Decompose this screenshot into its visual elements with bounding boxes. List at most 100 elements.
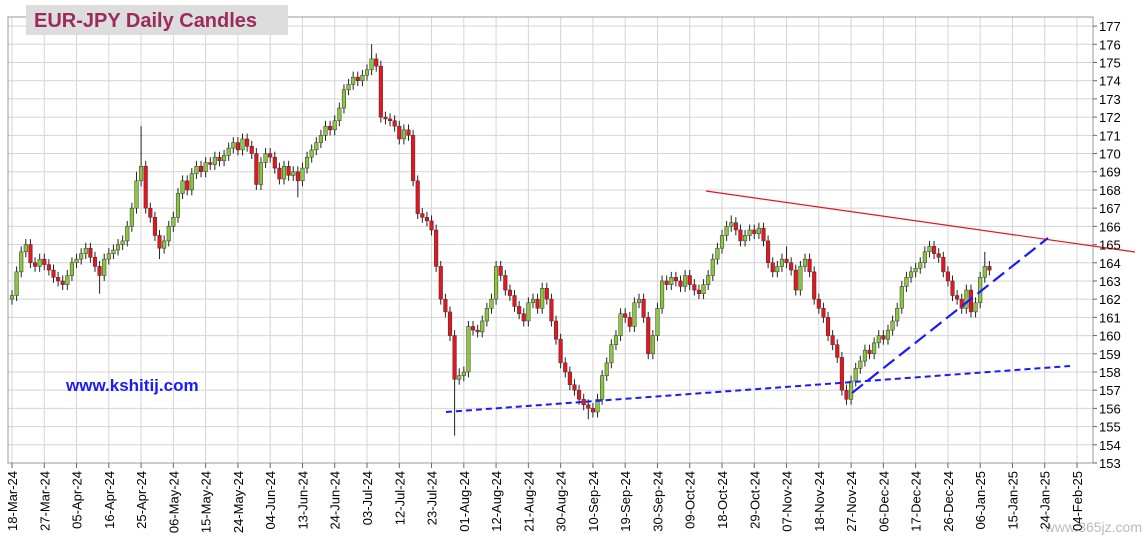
candle-body — [798, 266, 803, 291]
x-tick-label: 19-Sep-24 — [618, 471, 633, 532]
candle-body — [97, 266, 102, 276]
candle-body — [378, 65, 383, 118]
candle-body — [420, 213, 425, 218]
candle-body — [955, 295, 960, 300]
candle-body — [696, 289, 701, 294]
candle-body — [337, 107, 342, 122]
y-tick-label: 158 — [1099, 365, 1121, 380]
candle-body — [761, 227, 766, 242]
x-tick-label: 07-Nov-24 — [780, 471, 795, 532]
candle-body — [355, 76, 360, 81]
x-tick-label: 17-Dec-24 — [909, 471, 924, 532]
candle-body — [9, 295, 15, 300]
candle-body — [83, 247, 88, 254]
candle-body — [111, 249, 116, 254]
candle-body — [443, 298, 448, 313]
candle-body — [664, 280, 669, 285]
candle-body — [258, 162, 264, 185]
x-tick-label: 09-Oct-24 — [683, 471, 698, 529]
candle-body — [521, 313, 526, 322]
candle-body — [374, 58, 379, 67]
y-tick-label: 164 — [1099, 256, 1121, 271]
candle-body — [784, 258, 789, 264]
candle-body — [793, 269, 798, 291]
candle-body — [314, 142, 319, 151]
candle-body — [530, 298, 536, 304]
candle-body — [627, 317, 632, 327]
candle-body — [134, 180, 139, 209]
candle-body — [517, 306, 522, 314]
candle-body — [203, 162, 208, 172]
candle-body — [415, 180, 420, 214]
candle-body — [715, 247, 720, 260]
candle-body — [895, 308, 900, 322]
candle-body — [23, 244, 28, 253]
candle-body — [268, 153, 273, 158]
candle-body — [33, 262, 38, 267]
y-tick-label: 168 — [1099, 183, 1121, 198]
y-tick-label: 167 — [1099, 201, 1121, 216]
candle-body — [600, 375, 605, 400]
candle-body — [222, 155, 227, 162]
candle-body — [360, 75, 365, 81]
candle-body — [300, 167, 305, 182]
candle-body — [738, 229, 743, 242]
candle-body — [595, 399, 600, 413]
candle-body — [470, 326, 476, 331]
candle-body — [434, 229, 439, 267]
candle-body — [719, 235, 725, 249]
y-tick-label: 162 — [1099, 292, 1121, 307]
candle-body — [876, 335, 881, 344]
candle-body — [858, 360, 863, 369]
candle-body — [572, 384, 577, 391]
y-tick-label: 163 — [1099, 274, 1121, 289]
y-tick-label: 160 — [1099, 329, 1121, 344]
x-tick-label: 15-May-24 — [199, 471, 214, 533]
candle-body — [766, 240, 771, 264]
candle-body — [885, 329, 891, 340]
support-line — [445, 365, 1071, 413]
candle-body — [825, 317, 831, 336]
candle-body — [526, 302, 531, 322]
candle-body — [226, 147, 231, 156]
candle-body — [65, 275, 70, 285]
candle-body — [277, 167, 282, 180]
x-tick-label: 16-Apr-24 — [102, 471, 117, 529]
candle-body — [254, 153, 259, 185]
candle-body — [807, 258, 812, 273]
candle-body — [60, 280, 65, 285]
y-tick-label: 176 — [1099, 37, 1121, 52]
candle-body — [461, 371, 466, 376]
candle-body — [208, 162, 213, 165]
x-tick-label: 04-Feb-25 — [1070, 471, 1085, 531]
candle-body — [553, 320, 559, 340]
x-tick-label: 10-Sep-24 — [586, 471, 601, 532]
candle-body — [489, 298, 494, 309]
y-tick-label: 156 — [1099, 401, 1121, 416]
candle-body — [641, 298, 646, 318]
candle-body — [936, 253, 941, 258]
x-tick-label: 12-Aug-24 — [489, 471, 504, 532]
candle-body — [457, 375, 462, 380]
candle-body — [853, 368, 858, 382]
candle-body — [959, 298, 964, 309]
candle-body — [392, 120, 397, 127]
candle-body — [636, 298, 642, 304]
candle-body — [839, 357, 844, 391]
candle-body — [830, 335, 835, 345]
x-tick-label: 18-Mar-24 — [5, 471, 20, 531]
candle-body — [779, 258, 784, 267]
candle-body — [683, 275, 688, 287]
x-tick-label: 18-Oct-24 — [715, 471, 730, 529]
candle-body — [729, 222, 734, 227]
candle-body — [881, 335, 886, 340]
candle-body — [692, 284, 697, 291]
x-tick-label: 12-Jul-24 — [392, 471, 407, 525]
candle-body — [733, 222, 738, 231]
candle-body — [973, 302, 978, 313]
candle-body — [669, 277, 674, 285]
candle-body — [346, 84, 351, 91]
candle-body — [678, 280, 683, 287]
candle-body — [249, 145, 254, 154]
